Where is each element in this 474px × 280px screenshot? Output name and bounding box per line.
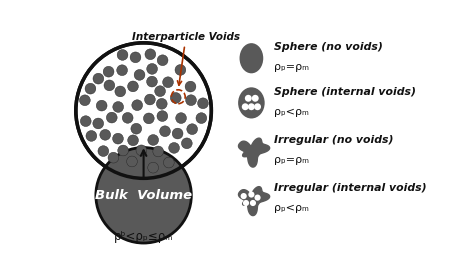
- Circle shape: [169, 143, 180, 153]
- Circle shape: [134, 69, 145, 80]
- Circle shape: [176, 113, 186, 123]
- Circle shape: [157, 55, 168, 66]
- Circle shape: [248, 192, 255, 198]
- Circle shape: [80, 95, 90, 106]
- Circle shape: [113, 102, 124, 112]
- Circle shape: [148, 135, 159, 145]
- Circle shape: [132, 100, 143, 111]
- Circle shape: [86, 130, 97, 141]
- Circle shape: [241, 193, 247, 199]
- Text: Sphere (internal voids): Sphere (internal voids): [274, 87, 417, 97]
- Circle shape: [128, 135, 138, 146]
- Circle shape: [254, 103, 261, 110]
- Circle shape: [85, 83, 96, 94]
- Circle shape: [98, 146, 109, 157]
- Circle shape: [76, 43, 211, 178]
- Circle shape: [144, 113, 154, 124]
- Ellipse shape: [238, 87, 264, 118]
- Text: Irregular (internal voids): Irregular (internal voids): [274, 183, 427, 193]
- Circle shape: [100, 129, 110, 140]
- Circle shape: [122, 113, 133, 123]
- Circle shape: [145, 94, 155, 105]
- Circle shape: [252, 95, 259, 102]
- Circle shape: [117, 50, 128, 60]
- Circle shape: [185, 81, 196, 92]
- Circle shape: [187, 124, 198, 135]
- Circle shape: [156, 98, 167, 109]
- Circle shape: [136, 145, 147, 156]
- Circle shape: [108, 152, 119, 163]
- Circle shape: [106, 112, 117, 123]
- Polygon shape: [238, 187, 270, 216]
- Circle shape: [245, 95, 252, 102]
- Circle shape: [118, 145, 128, 156]
- Polygon shape: [238, 138, 270, 167]
- Circle shape: [115, 86, 126, 97]
- Circle shape: [130, 52, 141, 63]
- Text: ρᵇ<ρₚ≤ρₘ: ρᵇ<ρₚ≤ρₘ: [114, 230, 173, 243]
- Circle shape: [81, 116, 91, 127]
- Circle shape: [164, 157, 174, 168]
- Text: Sphere (no voids): Sphere (no voids): [274, 43, 383, 52]
- Circle shape: [175, 65, 186, 75]
- Circle shape: [242, 103, 249, 110]
- Circle shape: [160, 126, 170, 137]
- Circle shape: [96, 100, 107, 111]
- Circle shape: [170, 92, 181, 103]
- Circle shape: [163, 77, 173, 88]
- Circle shape: [157, 111, 168, 122]
- Circle shape: [127, 156, 137, 167]
- Circle shape: [153, 146, 164, 157]
- Circle shape: [93, 73, 104, 84]
- Circle shape: [243, 200, 249, 206]
- Text: Interparticle Voids: Interparticle Voids: [132, 32, 240, 85]
- Text: ρₚ<ρₘ: ρₚ<ρₘ: [274, 203, 310, 213]
- Circle shape: [148, 162, 158, 173]
- Circle shape: [198, 98, 209, 109]
- Circle shape: [104, 80, 115, 91]
- Circle shape: [146, 76, 157, 87]
- Circle shape: [250, 200, 256, 206]
- Circle shape: [96, 148, 191, 243]
- Circle shape: [131, 123, 142, 134]
- Circle shape: [93, 118, 104, 129]
- Circle shape: [172, 128, 183, 139]
- Circle shape: [103, 66, 114, 77]
- Circle shape: [182, 138, 192, 149]
- Circle shape: [155, 86, 165, 97]
- Text: ρₚ=ρₘ: ρₚ=ρₘ: [274, 155, 310, 165]
- Text: Irregular (no voids): Irregular (no voids): [274, 135, 394, 145]
- Text: Bulk  Volume: Bulk Volume: [95, 189, 192, 202]
- Circle shape: [128, 81, 138, 92]
- Ellipse shape: [239, 43, 263, 73]
- Circle shape: [248, 103, 255, 110]
- Circle shape: [147, 64, 157, 74]
- Circle shape: [145, 49, 156, 60]
- Text: ρₚ=ρₘ: ρₚ=ρₘ: [274, 62, 310, 73]
- Circle shape: [113, 133, 123, 144]
- Circle shape: [186, 95, 196, 106]
- Circle shape: [117, 65, 128, 76]
- Circle shape: [255, 195, 261, 201]
- Text: ρₚ<ρₘ: ρₚ<ρₘ: [274, 107, 310, 117]
- Circle shape: [196, 113, 207, 123]
